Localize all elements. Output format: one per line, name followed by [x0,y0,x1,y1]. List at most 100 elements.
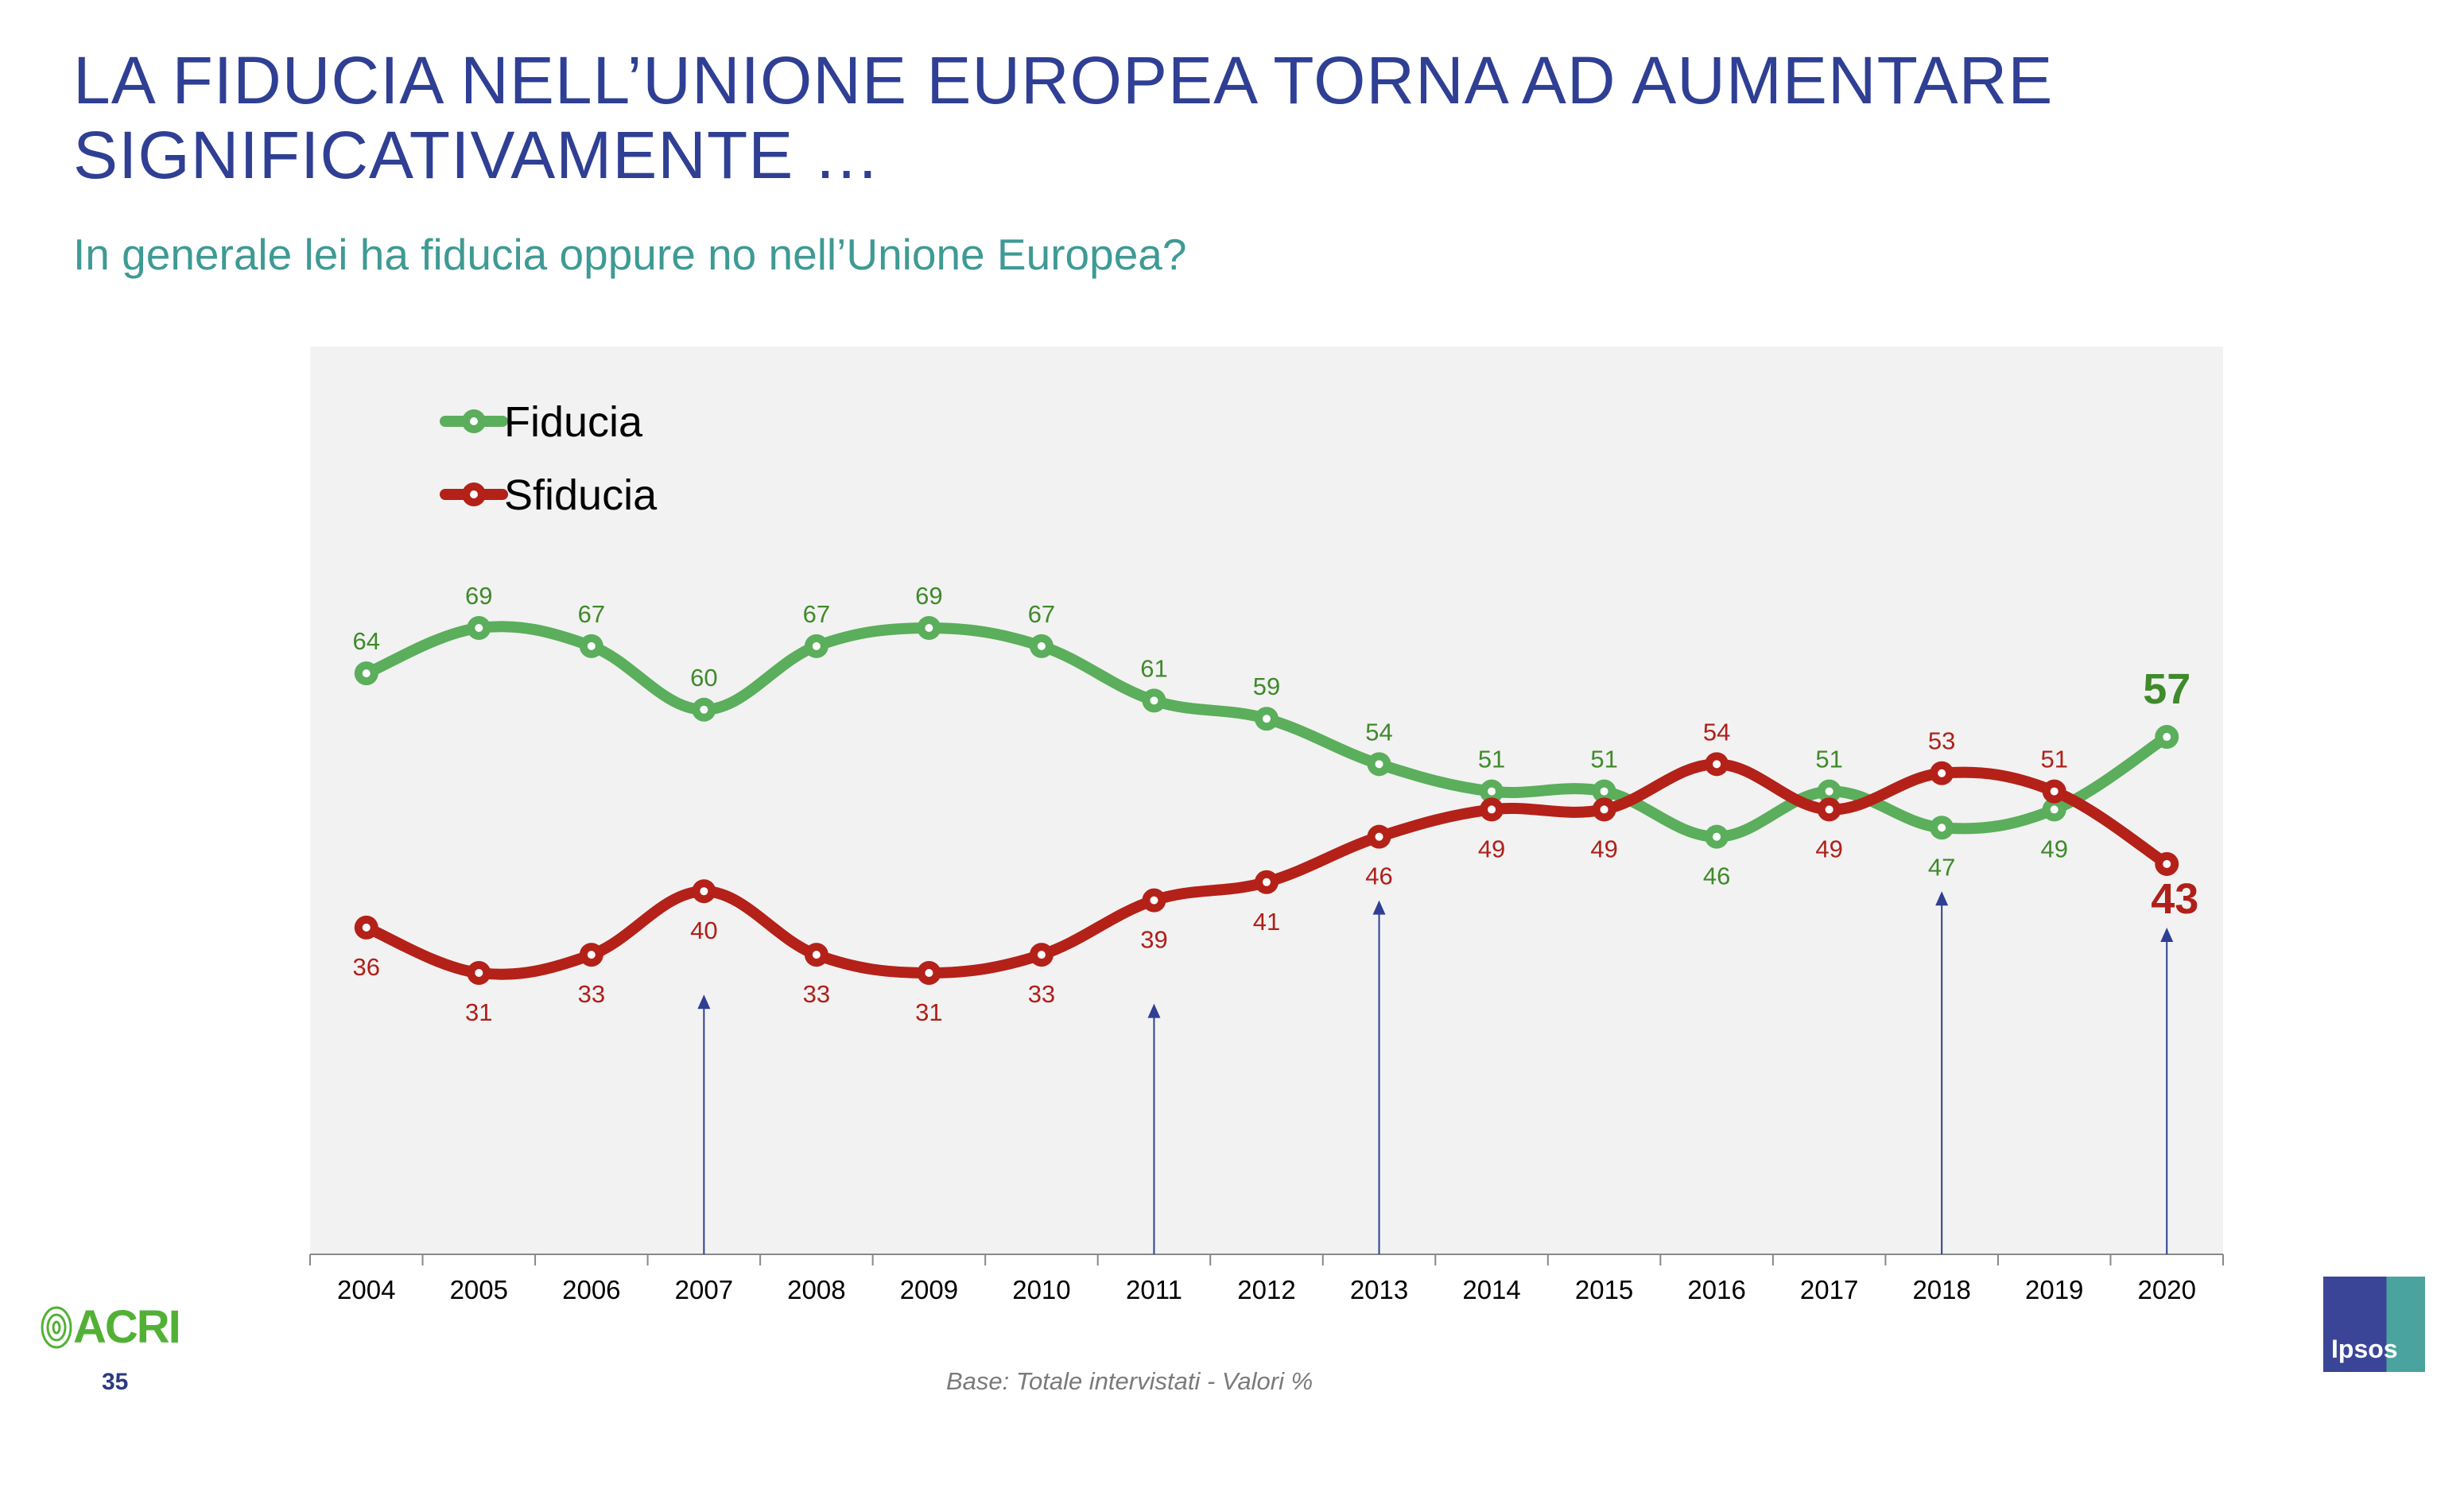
sfiducia-point-center [1150,896,1158,905]
title-line-1: LA FIDUCIA NELL’UNIONE EUROPEA TORNA AD … [73,43,2054,118]
sfiducia-data-label: 31 [465,998,492,1026]
sfiducia-point-center [1263,878,1271,886]
fiducia-data-label: 60 [690,664,717,692]
fiducia-data-label: 61 [1140,654,1167,682]
sfiducia-data-label: 53 [1928,727,1955,755]
fiducia-data-label: 57 [2143,665,2190,713]
sfiducia-point-center [925,968,933,977]
sfiducia-point-center [1825,805,1833,814]
x-tick-label: 2019 [2025,1275,2083,1304]
fiducia-point-center [475,624,483,633]
fiducia-point-center [1600,787,1608,796]
fiducia-data-label: 67 [1028,600,1055,628]
sfiducia-data-label: 49 [1478,835,1505,862]
x-tick-label: 2012 [1237,1275,1295,1304]
fiducia-data-label: 64 [353,627,380,655]
arrow-marker-head [1935,891,1949,906]
sfiducia-data-label: 49 [1815,835,1842,862]
fiducia-data-label: 51 [1590,746,1617,773]
acri-logo: ACRI [40,1300,181,1354]
plot-area [310,347,2223,1254]
sfiducia-point-center [1600,805,1608,814]
fiducia-data-label: 51 [1815,746,1842,773]
sfiducia-data-label: 36 [353,953,380,981]
sfiducia-point-center [2050,787,2059,796]
arrow-marker-head [697,994,711,1010]
x-tick-label: 2008 [787,1275,845,1304]
sfiducia-data-label: 33 [803,980,830,1008]
fiducia-point-center [2050,805,2059,814]
sfiducia-legend-marker-center [470,490,478,498]
sfiducia-data-label: 31 [915,998,942,1026]
fiducia-point-center [1150,696,1158,705]
acri-swirl-icon [41,1306,72,1348]
fiducia-point-center [1375,760,1383,769]
slide-title: LA FIDUCIA NELL’UNIONE EUROPEA TORNA AD … [73,43,2053,192]
x-tick-label: 2017 [1800,1275,1858,1304]
x-tick-label: 2009 [900,1275,958,1304]
sfiducia-point-center [2163,859,2171,868]
sfiducia-data-label: 43 [2151,875,2198,923]
x-tick-label: 2005 [450,1275,508,1304]
sfiducia-point-center [1938,769,1946,777]
arrow-marker-head [2160,927,2174,942]
sfiducia-data-label: 33 [578,980,605,1008]
x-tick-label: 2004 [337,1275,395,1304]
x-tick-label: 2020 [2138,1275,2196,1304]
sfiducia-point-center [812,951,821,959]
sfiducia-point-center [700,887,708,896]
fiducia-data-label: 69 [915,582,942,610]
fiducia-data-label: 54 [1365,718,1392,746]
fiducia-data-label: 46 [1703,862,1730,890]
x-tick-label: 2006 [562,1275,620,1304]
fiducia-point-center [1263,715,1271,723]
fiducia-legend-marker-center [470,417,478,425]
fiducia-data-label: 51 [1478,746,1505,773]
sfiducia-point-center [1037,951,1046,959]
x-tick-label: 2018 [1912,1275,1970,1304]
fiducia-point-center [1488,787,1496,796]
fiducia-data-label: 47 [1928,853,1955,881]
sfiducia-legend-label: Sfiducia [504,471,658,519]
fiducia-data-label: 67 [578,600,605,628]
base-note: Base: Totale intervistati - Valori % [946,1367,1313,1395]
sfiducia-point-center [1488,805,1496,814]
slide-subtitle: In generale lei ha fiducia oppure no nel… [73,230,1187,279]
x-tick-label: 2014 [1462,1275,1520,1304]
fiducia-data-label: 67 [803,600,830,628]
fiducia-point-center [1713,832,1721,841]
fiducia-point-center [812,641,821,650]
page-number: 35 [102,1369,129,1395]
fiducia-point-center [700,705,708,714]
sfiducia-series: 36 31 33 40 33 31 33 39 41 46 49 49 54 49 53 51 43 [353,718,2199,1026]
fiducia-point-center [925,624,933,633]
title-line-2: SIGNIFICATIVAMENTE … [73,118,881,192]
sfiducia-point-center [587,951,596,959]
ipsos-logo-text: Ipsos [2331,1335,2398,1363]
fiducia-point-center [587,641,596,650]
sfiducia-data-label: 39 [1140,926,1167,954]
fiducia-point-center [1037,641,1046,650]
acri-logo-text: ACRI [73,1301,181,1353]
fiducia-point-center [2163,733,2171,742]
sfiducia-point-center [1713,760,1721,769]
x-tick-label: 2010 [1012,1275,1070,1304]
sfiducia-point-center [362,923,371,932]
fiducia-series: 64 69 67 60 67 69 67 61 59 54 51 51 46 51 47 49 57 [353,582,2191,890]
sfiducia-data-label: 40 [690,917,717,944]
x-tick-label: 2013 [1350,1275,1408,1304]
sfiducia-data-label: 49 [1590,835,1617,862]
fiducia-data-label: 69 [465,582,492,610]
fiducia-data-label: 49 [2040,835,2067,862]
x-tick-label: 2016 [1687,1275,1745,1304]
x-tick-label: 2015 [1575,1275,1633,1304]
sfiducia-data-label: 33 [1028,980,1055,1008]
sfiducia-data-label: 41 [1253,908,1280,936]
arrow-marker-head [1372,900,1386,915]
fiducia-legend-label: Fiducia [504,398,643,446]
x-tick-label: 2011 [1126,1275,1182,1304]
arrow-marker-head [1147,1003,1161,1018]
x-tick-label: 2007 [675,1275,733,1304]
sfiducia-data-label: 51 [2040,746,2067,773]
